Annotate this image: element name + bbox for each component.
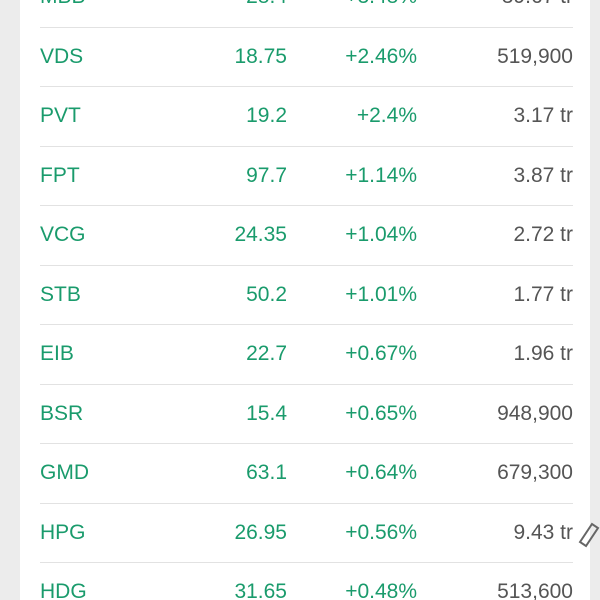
change: +0.56%	[345, 520, 417, 544]
volume: 1.96 tr	[513, 342, 573, 365]
change: +0.48%	[345, 580, 417, 600]
volume: 948,900	[497, 401, 573, 425]
price: 19.2	[246, 104, 287, 127]
symbol: BSR	[40, 401, 84, 425]
volume: 3.87 tr	[513, 163, 573, 187]
stock-row[interactable]: STB 50.2 +1.01% 1.77 tr	[20, 265, 590, 325]
volume: 39.67 tr	[502, 0, 573, 27]
separator	[40, 86, 573, 87]
symbol: HDG	[40, 580, 87, 600]
change: +1.04%	[345, 223, 417, 246]
symbol: PVT	[40, 104, 81, 127]
symbol: FPT	[40, 163, 80, 187]
change: +2.4%	[356, 104, 417, 127]
stock-row[interactable]: FPT 97.7 +1.14% 3.87 tr	[20, 146, 590, 206]
stock-row[interactable]: GMD 63.1 +0.64% 679,300	[20, 443, 590, 503]
separator	[40, 145, 573, 147]
separator	[40, 264, 573, 266]
change: +0.67%	[345, 342, 417, 365]
stock-row[interactable]: PVT 19.2 +2.4% 3.17 tr	[20, 86, 590, 146]
price: 18.75	[234, 44, 287, 68]
stock-row[interactable]: HDG 31.65 +0.48% 513,600	[20, 562, 590, 600]
volume: 3.17 tr	[513, 104, 573, 127]
symbol: MBB	[40, 0, 86, 27]
price: 26.95	[234, 520, 287, 544]
separator	[40, 562, 573, 563]
stock-row[interactable]: MBB 28.4 +3.48% 39.67 tr	[20, 0, 590, 27]
price: 31.65	[234, 580, 287, 600]
change: +1.14%	[345, 163, 417, 187]
change: +1.01%	[345, 282, 417, 306]
change: +0.65%	[345, 401, 417, 425]
price: 28.4	[246, 0, 287, 27]
edit-icon[interactable]	[576, 518, 600, 548]
price: 50.2	[246, 282, 287, 306]
volume: 519,900	[497, 44, 573, 68]
symbol: VDS	[40, 44, 84, 68]
price: 15.4	[246, 401, 287, 425]
symbol: HPG	[40, 520, 86, 544]
symbol: VCG	[40, 223, 86, 246]
price: 22.7	[246, 342, 287, 365]
price: 24.35	[234, 223, 287, 246]
symbol: EIB	[40, 342, 74, 365]
stock-list: MBB 28.4 +3.48% 39.67 tr VDS 18.75 +2.46% 519,9…	[20, 0, 590, 600]
stock-row[interactable]: VDS 18.75 +2.46% 519,900	[20, 27, 590, 87]
separator	[40, 205, 573, 206]
separator	[40, 26, 573, 28]
volume: 9.43 tr	[513, 520, 573, 544]
volume: 1.77 tr	[513, 282, 573, 306]
change: +0.64%	[345, 461, 417, 484]
volume: 679,300	[497, 461, 573, 484]
stock-row[interactable]: HPG 26.95 +0.56% 9.43 tr	[20, 503, 590, 563]
separator	[40, 443, 573, 444]
change: +3.48%	[345, 0, 417, 27]
stock-row[interactable]: BSR 15.4 +0.65% 948,900	[20, 384, 590, 444]
volume: 513,600	[497, 580, 573, 600]
volume: 2.72 tr	[513, 223, 573, 246]
stock-row[interactable]: EIB 22.7 +0.67% 1.96 tr	[20, 324, 590, 384]
separator	[40, 502, 573, 504]
change: +2.46%	[345, 44, 417, 68]
symbol: STB	[40, 282, 81, 306]
separator	[40, 324, 573, 325]
separator	[40, 383, 573, 385]
stock-row[interactable]: VCG 24.35 +1.04% 2.72 tr	[20, 205, 590, 265]
price: 63.1	[246, 461, 287, 484]
price: 97.7	[246, 163, 287, 187]
symbol: GMD	[40, 461, 89, 484]
